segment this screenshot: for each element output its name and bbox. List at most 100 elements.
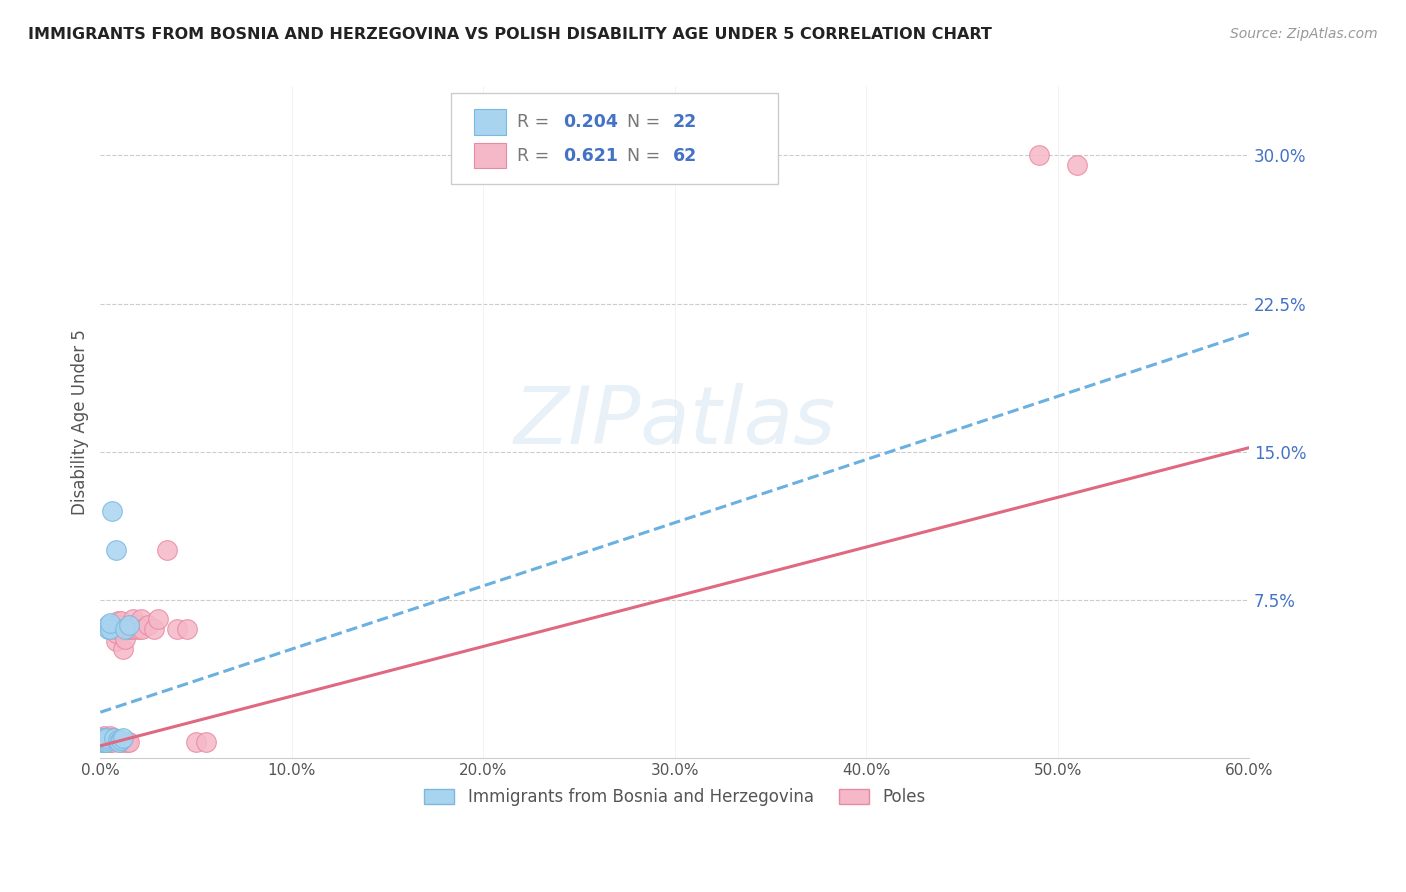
Point	[91, 732, 114, 747]
Point	[166, 623, 188, 637]
Point	[131, 623, 153, 637]
Point	[112, 642, 135, 657]
Point	[91, 731, 114, 745]
Point	[156, 543, 179, 558]
Point	[91, 735, 114, 749]
Point	[146, 612, 169, 626]
Text: 0.204: 0.204	[564, 113, 619, 131]
Point	[118, 618, 141, 632]
Point	[129, 612, 152, 626]
Point	[91, 731, 114, 745]
Point	[98, 616, 121, 631]
Y-axis label: Disability Age Under 5: Disability Age Under 5	[72, 329, 89, 515]
Point	[94, 731, 117, 745]
Point	[93, 732, 115, 747]
Point	[104, 634, 127, 648]
Legend: Immigrants from Bosnia and Herzegovina, Poles: Immigrants from Bosnia and Herzegovina, …	[418, 781, 932, 814]
Point	[184, 735, 207, 749]
Point	[120, 618, 142, 632]
Point	[101, 732, 124, 747]
Point	[98, 729, 121, 743]
Point	[194, 735, 217, 749]
Point	[120, 623, 142, 637]
Point	[122, 612, 145, 626]
Text: 0.621: 0.621	[564, 146, 619, 164]
Point	[136, 618, 159, 632]
Point	[93, 731, 115, 745]
Text: IMMIGRANTS FROM BOSNIA AND HERZEGOVINA VS POLISH DISABILITY AGE UNDER 5 CORRELAT: IMMIGRANTS FROM BOSNIA AND HERZEGOVINA V…	[28, 27, 993, 42]
Text: 62: 62	[672, 146, 697, 164]
Point	[115, 735, 138, 749]
Point	[104, 543, 127, 558]
Point	[93, 732, 115, 747]
FancyBboxPatch shape	[474, 143, 506, 169]
Point	[97, 732, 120, 747]
Point	[93, 735, 115, 749]
Point	[101, 504, 124, 518]
Point	[108, 618, 131, 632]
Point	[103, 731, 125, 745]
Point	[110, 732, 132, 747]
Point	[97, 623, 120, 637]
FancyBboxPatch shape	[451, 93, 778, 184]
Point	[101, 735, 124, 749]
Point	[114, 632, 136, 647]
Point	[91, 732, 114, 747]
Point	[104, 626, 127, 640]
Point	[1066, 158, 1088, 172]
Text: ZIPatlas: ZIPatlas	[513, 383, 835, 461]
Text: N =: N =	[627, 113, 665, 131]
Point	[97, 618, 120, 632]
Point	[94, 731, 117, 745]
Point	[98, 735, 121, 749]
Point	[664, 158, 686, 172]
Point	[108, 623, 131, 637]
Point	[176, 623, 198, 637]
Point	[125, 618, 148, 632]
Point	[93, 735, 115, 749]
Point	[94, 735, 117, 749]
Point	[143, 623, 166, 637]
Point	[107, 615, 129, 629]
Point	[107, 732, 129, 747]
Point	[101, 731, 124, 745]
Point	[103, 732, 125, 747]
Point	[112, 731, 135, 745]
FancyBboxPatch shape	[474, 109, 506, 135]
Text: Source: ZipAtlas.com: Source: ZipAtlas.com	[1230, 27, 1378, 41]
Point	[118, 735, 141, 749]
Point	[93, 729, 115, 743]
Point	[91, 732, 114, 747]
Point	[118, 623, 141, 637]
Text: R =: R =	[517, 146, 555, 164]
Text: N =: N =	[627, 146, 665, 164]
Point	[98, 732, 121, 747]
Point	[626, 148, 648, 162]
Point	[103, 732, 125, 747]
Point	[98, 731, 121, 745]
Point	[98, 623, 121, 637]
Point	[91, 735, 114, 749]
Point	[128, 623, 150, 637]
Point	[107, 618, 129, 632]
Point	[110, 623, 132, 637]
Point	[112, 735, 135, 749]
Point	[97, 735, 120, 749]
Point	[97, 731, 120, 745]
Point	[1028, 148, 1050, 162]
Point	[94, 732, 117, 747]
Text: R =: R =	[517, 113, 555, 131]
Point	[114, 623, 136, 637]
Text: 22: 22	[672, 113, 697, 131]
Point	[110, 615, 132, 629]
Point	[108, 735, 131, 749]
Point	[93, 731, 115, 745]
Point	[124, 623, 146, 637]
Point	[94, 731, 117, 745]
Point	[104, 623, 127, 637]
Point	[94, 732, 117, 747]
Point	[108, 735, 131, 749]
Point	[94, 735, 117, 749]
Point	[103, 731, 125, 745]
Point	[93, 731, 115, 745]
